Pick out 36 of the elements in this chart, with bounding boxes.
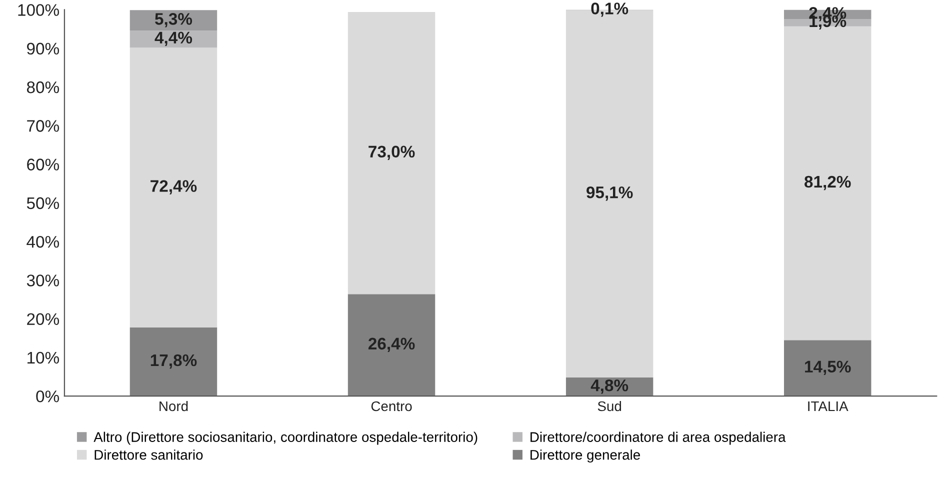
y-tick-label: 40% (26, 236, 60, 248)
data-label: 0,1% (591, 2, 628, 17)
bar (130, 10, 218, 31)
legend-label: Altro (Direttore sociosanitario, coordinatore ospedale-territorio) (94, 432, 478, 445)
data-label: 95,1% (586, 186, 633, 201)
y-tick-label: 60% (27, 158, 60, 170)
y-tick-label: 10% (28, 352, 60, 364)
data-label: 17,8% (150, 354, 197, 369)
y-tick-label: 90% (27, 42, 60, 55)
legend-label: Direttore sanitario (94, 450, 203, 460)
data-label: 4,8% (590, 379, 628, 394)
y-tick-label: 80% (26, 81, 60, 94)
y-tick-label: 50% (26, 197, 60, 210)
data-label: 5,3% (155, 13, 192, 28)
x-tick-label: Nord (160, 400, 188, 412)
y-tick-label: 0% (36, 390, 60, 402)
y-tick-label: 20% (27, 313, 60, 326)
bar (348, 294, 436, 396)
y-tick-label: 100% (18, 4, 60, 16)
data-label: 72,4% (150, 180, 197, 194)
bar (130, 327, 218, 396)
data-label: 14,5% (805, 360, 851, 375)
data-label: 26,4% (368, 338, 415, 352)
bar (348, 12, 436, 294)
x-tick-label: ITALIA (808, 401, 848, 412)
bar (130, 48, 218, 328)
data-label: 73,0% (368, 146, 415, 160)
data-label: 81,2% (804, 176, 851, 190)
bar (784, 340, 872, 396)
legend-label: Direttore generale (530, 450, 640, 463)
x-tick-label: Centro (371, 401, 412, 412)
y-tick-label: 30% (26, 274, 60, 286)
legend-label: Direttore/coordinatore di area ospedaliera (530, 432, 786, 445)
y-tick-label: 70% (27, 120, 60, 132)
x-tick-label: Sud (598, 400, 622, 412)
data-label: 4,4% (154, 32, 192, 46)
